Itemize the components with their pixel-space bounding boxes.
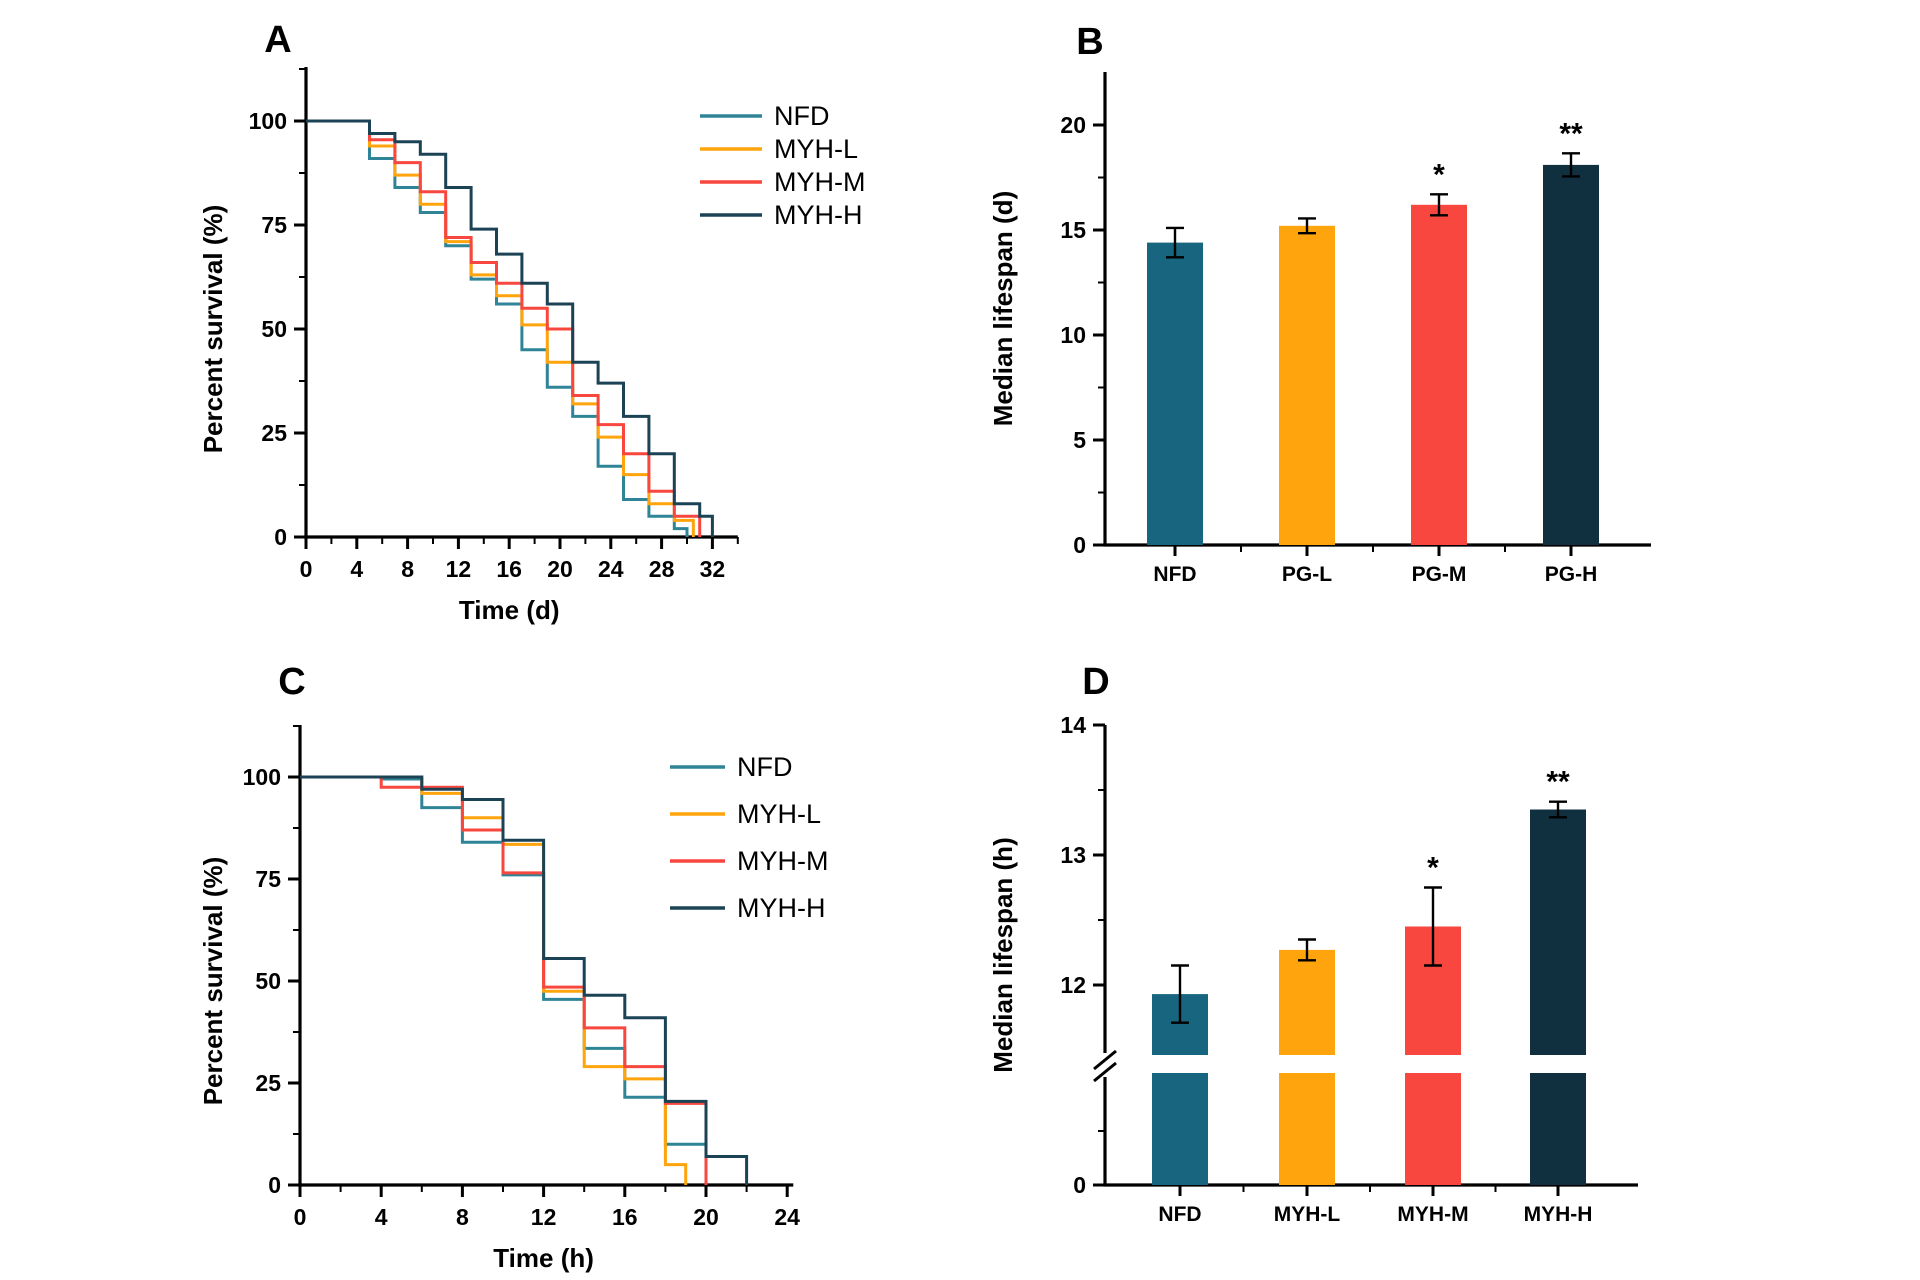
significance-star-MYH-M: * <box>1427 852 1439 885</box>
panel-b-median-lifespan-chart: 0 5 10 15 20 Median lifespan (d) NFD PG-L * PG-M *… <box>988 72 1651 586</box>
y-tick-label: 100 <box>243 764 281 790</box>
significance-star-PG-M: * <box>1433 158 1445 191</box>
panel-c-survival-chart: 0 25 50 75 100 0 4 8 12 16 20 24 Time (h) Percent sur… <box>198 725 828 1273</box>
panel-label-a: A <box>264 19 292 61</box>
bar-category-label-MYH-M: MYH-M <box>1397 1203 1468 1226</box>
bar-category-label-MYH-L: MYH-L <box>1274 1203 1341 1226</box>
legend-label-MYH-M: MYH-M <box>737 846 828 876</box>
x-tick-label: 0 <box>294 1204 307 1230</box>
legend-label-MYH-H: MYH-H <box>737 893 826 923</box>
bar-PG-H <box>1543 164 1599 545</box>
legend-label-MYH-H: MYH-H <box>774 200 863 230</box>
legend-label-NFD: NFD <box>774 101 830 131</box>
legend-label-MYH-L: MYH-L <box>774 134 858 164</box>
survival-curve-MYH-L <box>300 775 688 1185</box>
x-tick-label: 8 <box>456 1204 469 1230</box>
y-axis-title: Percent survival (%) <box>198 857 228 1106</box>
y-tick-label: 20 <box>1060 112 1086 138</box>
survival-curve-MYH-L <box>306 119 695 537</box>
legend-label-NFD: NFD <box>737 752 793 782</box>
axis-break-mark <box>1093 1061 1117 1083</box>
bar-category-label-MYH-H: MYH-H <box>1524 1203 1593 1226</box>
y-tick-label: 15 <box>1060 217 1086 243</box>
x-tick-label: 20 <box>693 1204 719 1230</box>
x-tick-label: 32 <box>700 556 726 582</box>
y-tick-label: 0 <box>1073 532 1086 558</box>
x-tick-label: 12 <box>446 556 472 582</box>
y-tick-label: 75 <box>261 212 287 238</box>
y-tick-label: 13 <box>1060 842 1086 868</box>
bar-upper-MYH-H <box>1530 809 1586 1055</box>
y-tick-label: 12 <box>1060 972 1086 998</box>
legend-label-MYH-M: MYH-M <box>774 167 865 197</box>
bar-stub-MYH-H <box>1530 1073 1586 1185</box>
x-tick-label: 12 <box>531 1204 557 1230</box>
survival-curve-MYH-H <box>300 775 749 1185</box>
panel-d-median-lifespan-chart: 0 12 13 14 Median lifespan (h) NFD MYH-L * MYH-M… <box>988 712 1638 1226</box>
y-tick-label: 75 <box>255 866 281 892</box>
y-tick-label: 50 <box>255 968 281 994</box>
panel-label-b: B <box>1076 21 1104 63</box>
bar-PG-L <box>1279 225 1335 546</box>
y-axis-title: Percent survival (%) <box>198 205 228 454</box>
bar-upper-MYH-L <box>1279 949 1335 1055</box>
x-tick-label: 0 <box>300 556 313 582</box>
bar-PG-M <box>1411 204 1467 546</box>
y-axis-title: Median lifespan (d) <box>988 191 1018 426</box>
y-axis-title: Median lifespan (h) <box>988 837 1018 1072</box>
panel-label-c: C <box>278 661 306 703</box>
panel-a-survival-chart: 0 25 50 75 100 0 4 8 12 16 20 24 28 32 Time (d) Percent… <box>198 67 865 625</box>
y-tick-label: 5 <box>1073 427 1086 453</box>
panel-label-d: D <box>1082 661 1110 703</box>
survival-curve-MYH-M <box>306 119 702 537</box>
bar-category-label-PG-L: PG-L <box>1282 563 1332 586</box>
y-tick-label: 50 <box>261 316 287 342</box>
x-axis-title: Time (h) <box>493 1243 594 1273</box>
y-tick-label: 0 <box>274 524 287 550</box>
significance-star-PG-H: ** <box>1559 117 1583 150</box>
x-tick-label: 16 <box>612 1204 638 1230</box>
y-tick-label: 25 <box>255 1070 281 1096</box>
bar-stub-NFD <box>1152 1073 1208 1185</box>
x-tick-label: 8 <box>401 556 414 582</box>
y-tick-label: 25 <box>261 420 287 446</box>
survival-curve-MYH-H <box>306 119 714 537</box>
y-tick-label: 0 <box>1073 1172 1086 1198</box>
x-tick-label: 20 <box>547 556 573 582</box>
x-tick-label: 24 <box>774 1204 800 1230</box>
axis-break-mark <box>1093 1049 1117 1071</box>
y-tick-label: 10 <box>1060 322 1086 348</box>
bar-category-label-PG-H: PG-H <box>1545 563 1598 586</box>
bar-NFD <box>1147 242 1203 545</box>
legend-label-MYH-L: MYH-L <box>737 799 821 829</box>
x-tick-label: 24 <box>598 556 624 582</box>
y-tick-label: 100 <box>249 108 287 134</box>
bar-category-label-PG-M: PG-M <box>1412 563 1467 586</box>
bar-stub-MYH-M <box>1405 1073 1461 1185</box>
x-axis-title: Time (d) <box>459 595 560 625</box>
bar-stub-MYH-L <box>1279 1073 1335 1185</box>
bar-category-label-NFD: NFD <box>1158 1203 1201 1226</box>
x-tick-label: 4 <box>375 1204 388 1230</box>
y-tick-label: 0 <box>268 1172 281 1198</box>
y-tick-label: 14 <box>1060 712 1086 738</box>
x-tick-label: 4 <box>350 556 363 582</box>
x-tick-label: 28 <box>649 556 675 582</box>
significance-star-MYH-H: ** <box>1546 766 1570 799</box>
bar-category-label-NFD: NFD <box>1153 563 1196 586</box>
x-tick-label: 16 <box>496 556 522 582</box>
